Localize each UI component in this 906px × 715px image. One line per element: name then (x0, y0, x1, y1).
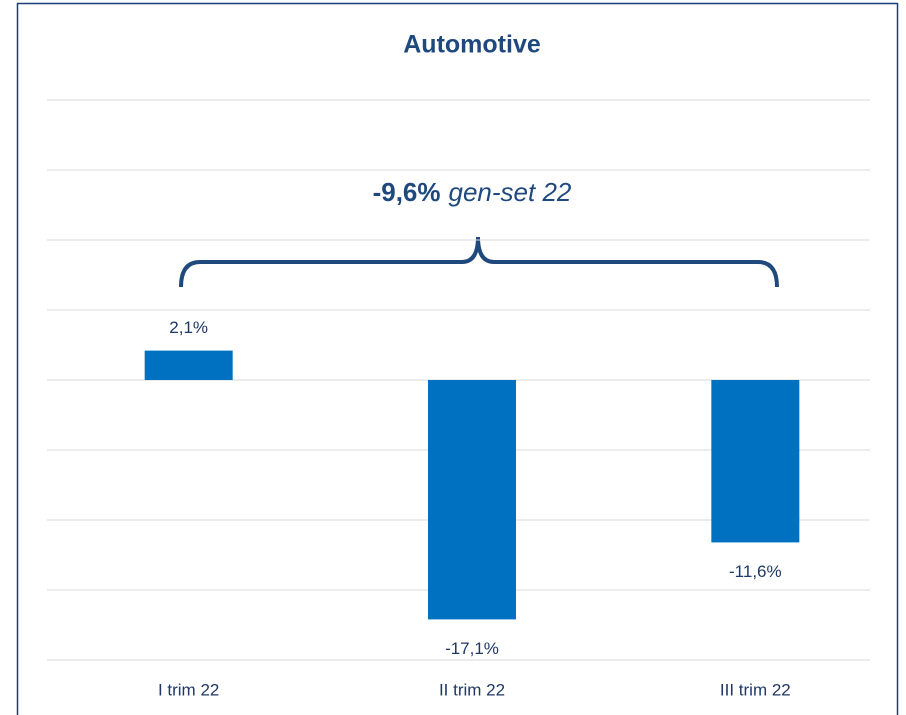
bar (428, 380, 516, 620)
brace (179, 236, 779, 288)
annotation-value: -9,6% (373, 177, 441, 207)
x-tick-label: I trim 22 (158, 680, 219, 699)
bar (711, 380, 800, 543)
bar (144, 350, 233, 380)
x-tick-label: II trim 22 (439, 680, 505, 699)
value-label: 2,1% (169, 318, 208, 337)
value-label: -17,1% (445, 639, 499, 658)
annotation-text: gen-set 22 (449, 177, 572, 207)
annotation: -9,6% gen-set 22 (373, 177, 572, 207)
value-label: -11,6% (729, 562, 782, 581)
x-tick-label: III trim 22 (720, 680, 791, 699)
chart-title: Automotive (403, 31, 541, 59)
